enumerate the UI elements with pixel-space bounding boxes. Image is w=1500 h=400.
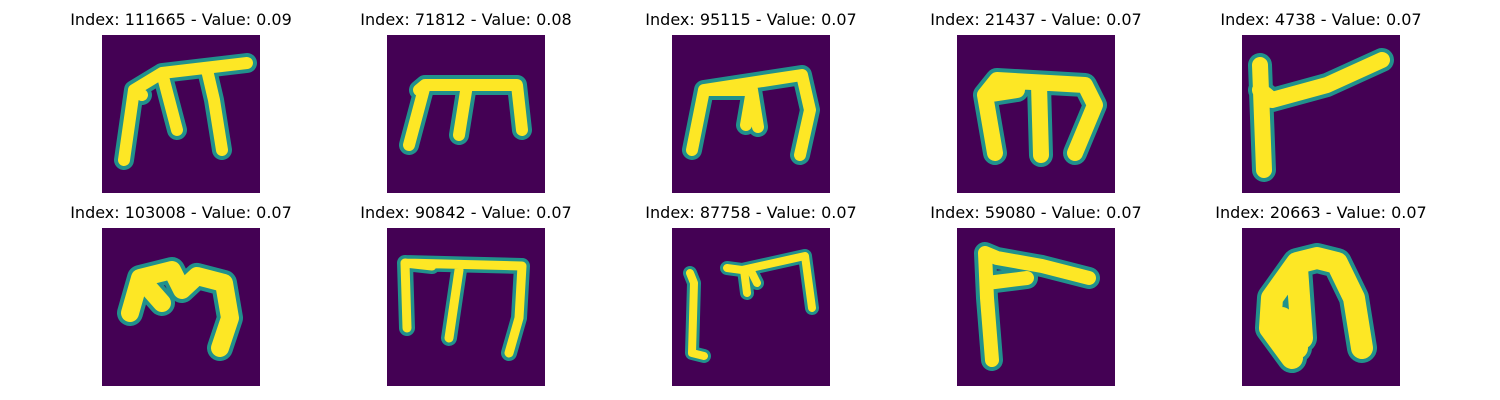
m-block-icon [957,35,1115,193]
panel-title: Index: 111665 - Value: 0.09 [70,10,292,29]
panel-9: Index: 59080 - Value: 0.07 [894,193,1178,386]
panel-title: Index: 87758 - Value: 0.07 [645,203,857,222]
panel-10: Index: 20663 - Value: 0.07 [1179,193,1463,386]
panel-7: Index: 90842 - Value: 0.07 [324,193,608,386]
panel-title: Index: 59080 - Value: 0.07 [930,203,1142,222]
m-tall-icon [102,35,260,193]
panel-6: Index: 103008 - Value: 0.07 [39,193,323,386]
panel-8: Index: 87758 - Value: 0.07 [609,193,893,386]
panel-title: Index: 90842 - Value: 0.07 [360,203,572,222]
panel-3: Index: 95115 - Value: 0.07 [609,0,893,193]
m-round-icon [102,228,260,386]
panel-4: Index: 21437 - Value: 0.07 [894,0,1178,193]
bracket-m-icon [672,228,830,386]
panel-title: Index: 20663 - Value: 0.07 [1215,203,1427,222]
arch-stroke-icon [1242,228,1400,386]
panel-2: Index: 71812 - Value: 0.08 [324,0,608,193]
flag-stroke-icon [1242,35,1400,193]
panel-title: Index: 21437 - Value: 0.07 [930,10,1142,29]
m-bar-icon [672,35,830,193]
panel-5: Index: 4738 - Value: 0.07 [1179,0,1463,193]
panel-title: Index: 103008 - Value: 0.07 [70,203,292,222]
panel-title: Index: 4738 - Value: 0.07 [1220,10,1422,29]
corner-stroke-icon [957,228,1115,386]
panel-title: Index: 71812 - Value: 0.08 [360,10,572,29]
panel-title: Index: 95115 - Value: 0.07 [645,10,857,29]
panel-1: Index: 111665 - Value: 0.09 [39,0,323,193]
m-squat-icon [387,35,545,193]
m-thin-icon [387,228,545,386]
